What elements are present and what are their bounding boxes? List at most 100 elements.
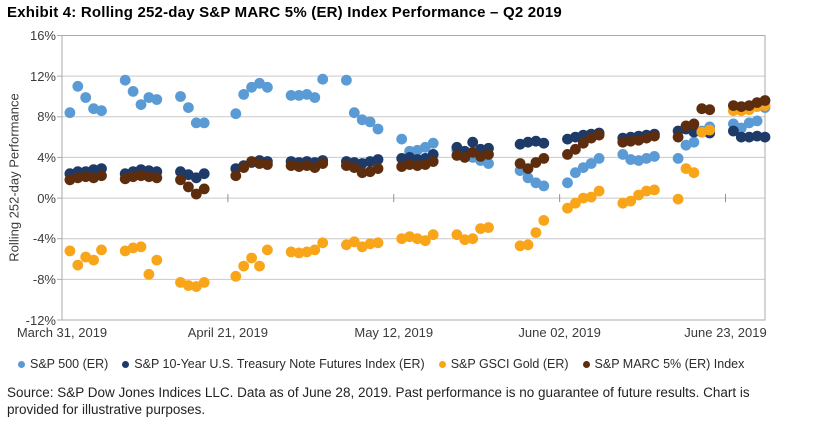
data-point-series-3 (570, 143, 581, 155)
y-tick-label: -8% (32, 271, 56, 287)
data-point-series-3 (230, 170, 242, 182)
data-point-series-3 (348, 162, 360, 174)
data-point-series-3 (175, 174, 186, 186)
data-point-series-2 (427, 229, 439, 241)
data-point-series-2 (262, 244, 273, 256)
x-tick-label: May 12, 2019 (354, 325, 434, 340)
legend: S&P 500 (ER) S&P 10-Year U.S. Treasury No… (18, 357, 813, 371)
legend-item-3: S&P MARC 5% (ER) Index (582, 357, 745, 371)
legend-marker-icon (438, 360, 446, 368)
data-point-series-0 (293, 90, 305, 101)
y-tick-label: 0% (37, 190, 56, 206)
data-point-series-2 (459, 234, 471, 246)
x-tick-label: June 02, 2019 (518, 325, 601, 340)
data-point-series-1 (735, 131, 747, 143)
data-point-series-2 (562, 202, 573, 214)
data-point-series-2 (143, 268, 155, 280)
data-point-series-3 (617, 136, 629, 148)
chart-title: Exhibit 4: Rolling 252-day S&P MARC 5% (… (7, 4, 562, 21)
data-point-series-2 (514, 240, 526, 252)
data-point-series-0 (562, 177, 573, 189)
data-point-series-3 (151, 172, 163, 184)
data-point-series-1 (751, 130, 763, 142)
data-point-series-2 (293, 247, 305, 259)
data-point-series-0 (396, 133, 408, 145)
data-point-series-3 (696, 103, 708, 115)
data-point-series-3 (483, 149, 494, 160)
data-point-series-2 (285, 246, 297, 258)
data-point-series-3 (522, 163, 534, 175)
data-point-series-2 (198, 277, 210, 288)
data-point-series-0 (262, 81, 273, 93)
data-point-series-0 (238, 89, 250, 100)
data-point-series-3 (735, 101, 747, 112)
data-point-series-1 (743, 131, 755, 143)
data-point-series-2 (641, 185, 652, 197)
data-point-series-3 (143, 171, 155, 183)
data-point-series-3 (649, 130, 660, 142)
plot-frame (61, 35, 766, 321)
legend-label: S&P MARC 5% (ER) Index (594, 357, 745, 371)
data-point-series-1 (372, 154, 384, 165)
data-point-series-3 (198, 183, 210, 195)
data-point-series-0 (372, 123, 384, 135)
data-point-series-3 (317, 158, 329, 169)
data-point-series-3 (759, 95, 771, 106)
data-point-series-0 (72, 80, 84, 92)
data-point-series-0 (617, 149, 629, 160)
data-point-series-1 (688, 126, 700, 138)
legend-item-1: S&P 10-Year U.S. Treasury Note Futures I… (122, 357, 425, 371)
data-point-series-0 (522, 172, 534, 184)
data-point-series-2 (475, 223, 486, 235)
data-point-series-0 (151, 94, 163, 105)
legend-marker-icon (582, 360, 590, 368)
data-point-series-3 (427, 156, 439, 167)
y-tick-label: 12% (29, 68, 56, 84)
data-point-series-3 (135, 170, 147, 182)
data-point-series-2 (530, 227, 542, 239)
data-point-series-0 (309, 92, 321, 103)
data-point-series-3 (183, 181, 194, 193)
data-point-series-0 (135, 99, 147, 110)
data-point-series-3 (704, 104, 716, 116)
data-point-series-3 (577, 137, 589, 149)
data-point-series-0 (198, 117, 210, 129)
data-point-series-3 (293, 161, 305, 173)
data-point-series-0 (348, 107, 360, 119)
data-point-series-3 (593, 129, 605, 141)
x-tick-label: June 23, 2019 (684, 325, 767, 340)
data-point-series-0 (593, 153, 605, 164)
data-point-series-2 (238, 260, 250, 272)
data-point-series-0 (190, 117, 202, 129)
data-point-series-1 (759, 131, 771, 143)
data-point-series-2 (64, 245, 76, 257)
data-point-series-0 (483, 158, 494, 169)
data-point-series-0 (751, 115, 763, 127)
legend-item-0: S&P 500 (ER) (18, 357, 108, 371)
legend-label: S&P 500 (ER) (30, 357, 109, 371)
data-point-series-0 (317, 73, 329, 85)
data-point-series-3 (728, 100, 739, 111)
data-point-series-0 (285, 90, 297, 101)
data-point-series-3 (412, 160, 423, 172)
data-point-series-3 (72, 172, 84, 184)
data-point-series-2 (309, 244, 321, 256)
data-point-series-2 (585, 191, 597, 203)
data-point-series-2 (183, 280, 194, 291)
data-point-series-0 (127, 86, 139, 97)
data-point-series-2 (348, 236, 360, 248)
data-point-series-2 (246, 252, 257, 264)
source-note: Source: S&P Dow Jones Indices LLC. Data … (7, 385, 815, 418)
data-point-series-0 (672, 153, 684, 164)
data-point-series-2 (672, 193, 684, 205)
data-point-series-0 (585, 158, 597, 169)
data-point-series-3 (625, 135, 637, 147)
data-point-series-0 (119, 74, 131, 86)
data-point-series-2 (317, 237, 329, 249)
data-point-series-2 (688, 167, 700, 179)
data-point-series-1 (728, 125, 739, 137)
data-point-series-2 (419, 235, 431, 247)
data-point-series-3 (356, 167, 368, 179)
data-point-series-2 (372, 237, 384, 249)
x-tick-label: March 31, 2019 (16, 325, 108, 340)
